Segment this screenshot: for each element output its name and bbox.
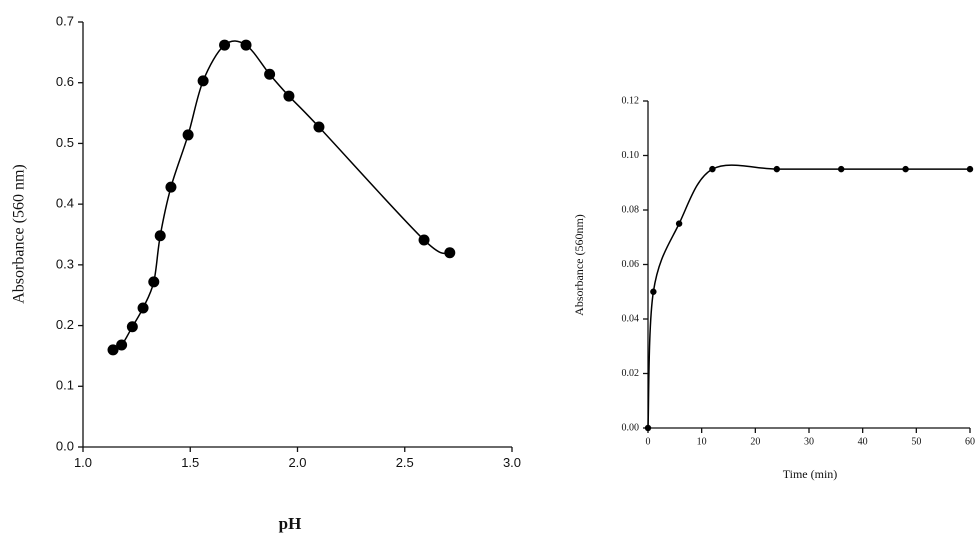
data-point [148,276,159,287]
y-tick-label: 0.08 [622,204,640,215]
x-tick-label: 2.5 [396,455,414,470]
data-point [138,302,149,313]
y-tick-label: 0.7 [56,13,74,28]
x-tick-label: 1.5 [181,455,199,470]
y-tick-label: 0.3 [56,256,74,271]
data-point [241,40,252,51]
data-point [838,166,844,172]
x-axis-label: pH [279,514,302,533]
chart: 0.0 0.1 0.2 0.3 0.4 0.5 0.6 0.7 1.0 1.5 2.0 2.5 3.0 p… [11,13,521,532]
x-tick-label: 30 [804,436,814,447]
data-point [419,234,430,245]
data-point [313,122,324,133]
y-tick-label: 0.0 [56,438,74,453]
data-point [183,129,194,140]
x-tick-label: 2.0 [288,455,306,470]
y-tick-label: 0.6 [56,74,74,89]
figure: 0.0 0.1 0.2 0.3 0.4 0.5 0.6 0.7 1.0 1.5 2.0 2.5 3.0 p… [0,0,975,535]
data-point [774,166,780,172]
data-point [902,166,908,172]
data-point [198,75,209,86]
x-tick-label: 10 [697,436,707,447]
x-tick-label: 50 [911,436,921,447]
y-tick-label: 0.2 [56,317,74,332]
y-tick-label: 0.4 [56,196,74,211]
data-point [444,247,455,258]
y-axis-label: Absorbance (560nm) [572,214,586,316]
x-tick-label: 0 [646,436,651,447]
data-point [283,91,294,102]
series-line [113,41,450,350]
series-line [648,165,970,428]
data-point [676,220,682,226]
y-tick-label: 0.10 [622,150,640,161]
y-axis-label: Absorbance (560 nm) [11,164,28,304]
y-tick-label: 0.1 [56,378,74,393]
data-point [967,166,973,172]
chart: 0.00 0.02 0.04 0.06 0.08 0.10 0.12 0 10 20 30 40 50 6… [572,95,975,480]
data-point [645,425,651,431]
data-point [219,40,230,51]
x-tick-label: 20 [750,436,760,447]
y-tick-label: 0.06 [622,259,640,270]
data-point [709,166,715,172]
x-tick-label: 3.0 [503,455,521,470]
y-tick-label: 0.5 [56,135,74,150]
x-axis-label: Time (min) [783,467,838,481]
data-point [264,69,275,80]
y-tick-label: 0.12 [622,95,640,106]
x-tick-label: 40 [858,436,868,447]
data-point [165,182,176,193]
x-tick-label: 60 [965,436,975,447]
data-point [116,340,127,351]
y-tick-label: 0.00 [622,422,640,433]
y-tick-label: 0.02 [622,368,640,379]
data-point [127,321,138,332]
data-point [155,230,166,241]
x-tick-label: 1.0 [74,455,92,470]
y-tick-label: 0.04 [622,313,640,324]
data-point [650,289,656,295]
